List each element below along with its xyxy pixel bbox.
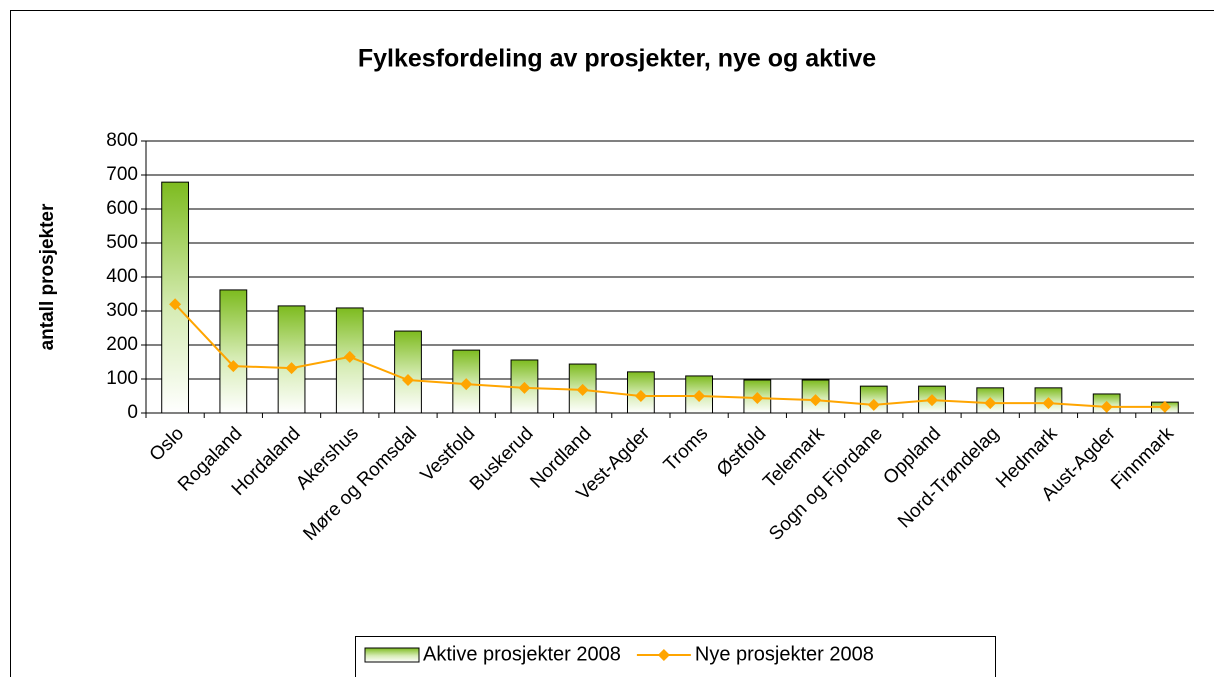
y-tick-label: 700 xyxy=(106,164,138,185)
y-tick-label: 600 xyxy=(106,198,138,219)
line xyxy=(174,303,1165,408)
line-marker xyxy=(402,374,414,387)
bar xyxy=(452,349,481,414)
y-tick-label: 100 xyxy=(106,368,138,389)
line-marker xyxy=(984,397,997,410)
chart-title: Fylkesfordeling av prosjekter, nye og ak… xyxy=(358,45,876,73)
y-tick-label: 300 xyxy=(106,300,138,321)
bar xyxy=(219,289,248,414)
line-marker xyxy=(518,381,531,394)
y-axis-label: antall prosjekter xyxy=(37,203,58,350)
line-marker xyxy=(576,383,589,396)
chart-frame xyxy=(10,10,1214,677)
line-marker xyxy=(227,360,240,373)
y-tick-label: 0 xyxy=(127,402,138,423)
line-marker xyxy=(343,350,356,363)
y-tick-label: 800 xyxy=(106,130,138,151)
line-marker xyxy=(926,394,938,407)
y-tick-label: 500 xyxy=(106,232,138,253)
line-marker xyxy=(460,378,473,391)
y-tick-label: 200 xyxy=(106,334,138,355)
legend-label: Nye prosjekter 2008 xyxy=(695,643,874,665)
line-marker xyxy=(693,390,706,402)
legend-label: Aktive prosjekter 2008 xyxy=(423,643,621,665)
bar xyxy=(394,330,422,414)
line-marker xyxy=(169,298,182,311)
legend xyxy=(355,636,996,677)
line-marker xyxy=(809,394,822,407)
line-marker xyxy=(1042,397,1055,410)
line-marker xyxy=(867,398,880,411)
bar xyxy=(161,181,190,414)
y-tick-label: 400 xyxy=(106,266,138,287)
line-marker xyxy=(1158,400,1171,413)
legend-swatch-marker xyxy=(657,649,670,661)
line-marker xyxy=(751,392,764,405)
line-marker xyxy=(285,362,298,375)
bar xyxy=(277,305,306,414)
legend-swatch xyxy=(364,647,420,663)
line-marker xyxy=(634,390,647,402)
line-marker xyxy=(1100,400,1113,413)
